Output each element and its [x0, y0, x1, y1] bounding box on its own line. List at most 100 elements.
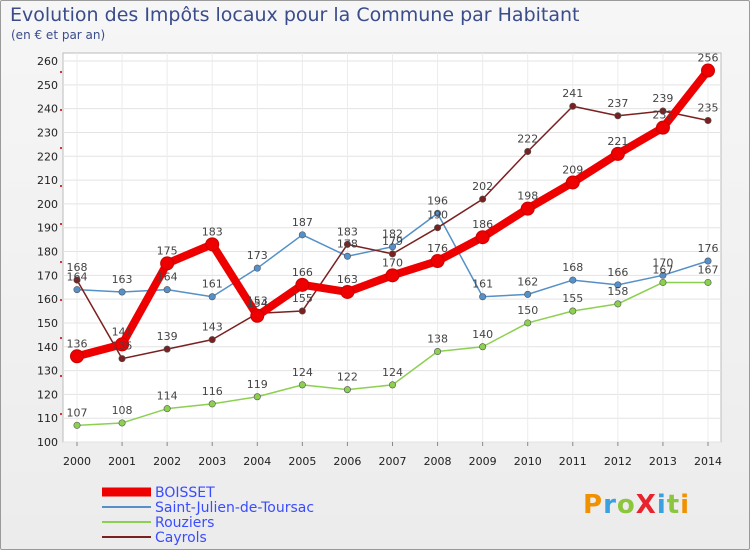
- y-tick-label: 180: [37, 246, 58, 259]
- legend-label: BOISSET: [155, 485, 215, 501]
- data-point: [208, 400, 216, 408]
- data-point: [208, 336, 216, 344]
- data-label: 155: [562, 292, 583, 305]
- data-label: 170: [382, 256, 403, 269]
- x-tick-label: 2014: [694, 455, 722, 468]
- data-point: [565, 175, 580, 190]
- y-tick-label: 150: [37, 317, 58, 330]
- data-point: [70, 349, 84, 364]
- data-label: 179: [382, 235, 403, 248]
- data-point: [388, 250, 396, 258]
- data-label: 140: [472, 328, 493, 341]
- data-point: [614, 300, 622, 308]
- y-tick-label: 190: [37, 222, 58, 235]
- data-label: 164: [67, 271, 88, 284]
- data-point: [569, 276, 577, 284]
- data-point: [610, 146, 625, 161]
- data-label: 168: [562, 261, 583, 274]
- data-label: 139: [157, 330, 178, 343]
- x-tick-label: 2001: [108, 455, 136, 468]
- data-label: 196: [427, 194, 448, 207]
- x-tick-label: 2002: [153, 455, 181, 468]
- data-point: [73, 421, 81, 429]
- logo-letter: X: [635, 490, 657, 520]
- data-point: [430, 254, 445, 269]
- y-tick-label: 260: [37, 55, 58, 68]
- data-label: 190: [427, 209, 448, 222]
- data-label: 187: [292, 216, 313, 229]
- legend-label: Saint-Julien-de-Toursac: [155, 500, 314, 516]
- data-point: [614, 281, 622, 289]
- x-tick-label: 2009: [469, 455, 497, 468]
- data-point: [295, 277, 310, 292]
- data-point: [73, 276, 81, 284]
- chart-title: Evolution des Impôts locaux pour la Comm…: [10, 4, 580, 26]
- data-label: 138: [427, 333, 448, 346]
- data-label: 166: [607, 266, 628, 279]
- data-label: 122: [337, 371, 358, 384]
- data-label: 143: [202, 321, 223, 334]
- proxiti-logo: ProXiti: [583, 490, 690, 520]
- data-label: 166: [292, 266, 313, 279]
- y-tick-label: 130: [37, 365, 58, 378]
- data-point: [475, 230, 490, 245]
- data-point: [388, 381, 396, 389]
- data-label: 167: [698, 263, 719, 276]
- data-label: 124: [292, 366, 313, 379]
- data-label: 150: [517, 304, 538, 317]
- x-tick-label: 2008: [424, 455, 452, 468]
- legend-label: Cayrols: [155, 530, 207, 546]
- data-label: 116: [202, 385, 223, 398]
- data-label: 168: [67, 261, 88, 274]
- data-point: [704, 257, 712, 265]
- data-label: 108: [112, 404, 133, 417]
- data-point: [524, 319, 532, 327]
- x-tick-label: 2000: [63, 455, 91, 468]
- data-point: [250, 308, 265, 323]
- y-tick-label: 110: [37, 412, 58, 425]
- data-point: [298, 381, 306, 389]
- data-label: 124: [382, 366, 403, 379]
- y-tick-label: 220: [37, 150, 58, 163]
- data-point: [73, 286, 81, 294]
- data-point: [298, 231, 306, 239]
- data-point: [659, 107, 667, 115]
- data-point: [434, 224, 442, 232]
- data-point: [704, 278, 712, 286]
- data-label: 182: [382, 228, 403, 241]
- y-tick-label: 120: [37, 388, 58, 401]
- x-tick-label: 2006: [333, 455, 361, 468]
- data-point: [343, 386, 351, 394]
- logo-letter: P: [583, 490, 604, 520]
- data-point: [569, 102, 577, 110]
- logo-letter: i: [656, 490, 667, 520]
- y-tick-label: 100: [37, 436, 58, 449]
- x-tick-label: 2012: [604, 455, 632, 468]
- data-point: [434, 348, 442, 356]
- data-label: 221: [607, 135, 628, 148]
- data-point: [701, 63, 715, 78]
- data-point: [479, 343, 487, 351]
- data-point: [569, 307, 577, 315]
- data-label: 198: [517, 190, 538, 203]
- logo-letter: o: [616, 490, 636, 520]
- data-label: 222: [517, 132, 538, 145]
- data-label: 235: [698, 102, 719, 115]
- data-point: [343, 252, 351, 260]
- data-label: 164: [157, 271, 178, 284]
- y-tick-label: 140: [37, 341, 58, 354]
- data-point: [340, 284, 355, 299]
- data-point: [208, 293, 216, 301]
- data-label: 153: [247, 294, 268, 307]
- data-point: [385, 268, 400, 283]
- x-tick-label: 2013: [649, 455, 677, 468]
- data-label: 232: [652, 109, 673, 122]
- y-tick-label: 200: [37, 198, 58, 211]
- data-point: [659, 278, 667, 286]
- data-label: 241: [562, 87, 583, 100]
- data-point: [115, 337, 130, 352]
- y-tick-label: 230: [37, 126, 58, 139]
- data-label: 163: [337, 273, 358, 286]
- data-point: [205, 237, 220, 252]
